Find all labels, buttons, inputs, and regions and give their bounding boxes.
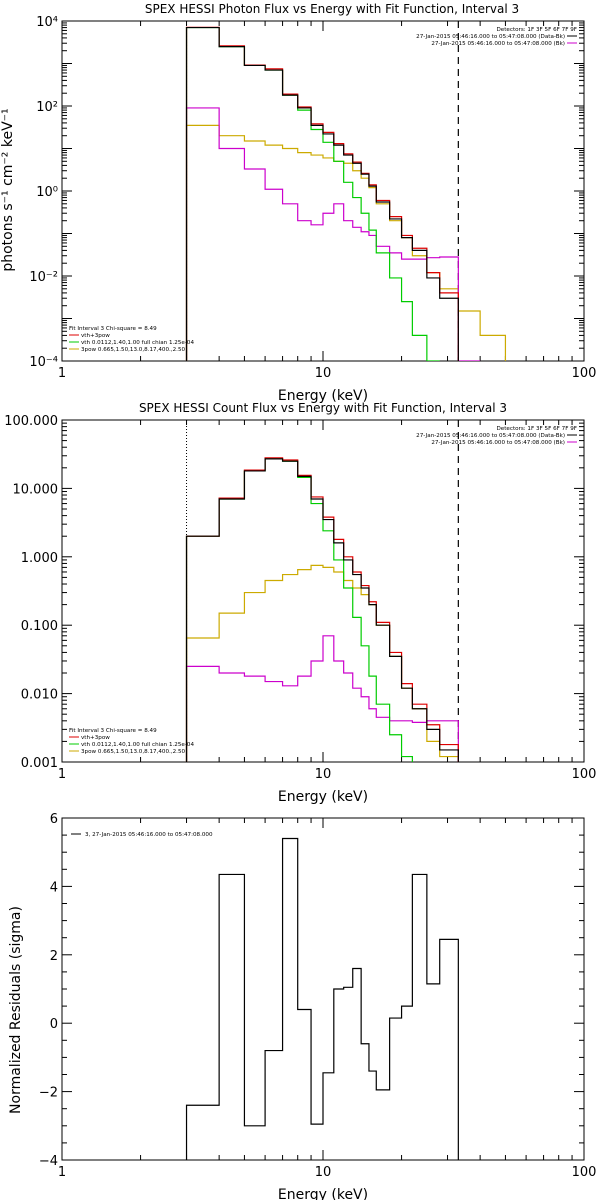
series-0-line [185, 26, 459, 361]
series-0-line [185, 458, 459, 762]
series-layer [185, 837, 459, 1160]
legend-top-text: 27-Jan-2015 05:46:16.000 to 05:47:08.000… [416, 433, 565, 439]
count-flux-panel: SPEX HESSI Count Flux vs Energy with Fit… [4, 401, 596, 805]
legend-bottom-text: Fit Interval 3 Chi-square = 8.49 [69, 326, 157, 332]
count-plot-area: 1 10 100 0.001 0.010 0.100 1.000 10.000 100.000 D… [4, 414, 596, 782]
photon-flux-panel: SPEX HESSI Photon Flux vs Energy with Fi… [0, 2, 596, 404]
legend-bottom-text: vth+3pow [81, 735, 110, 741]
legend-bottom-text: vth+3pow [81, 333, 110, 339]
y-tick-label: 10.000 [13, 482, 59, 497]
legend-top-text: Detectors: 1F 3F 5F 6F 7F 9F [496, 426, 577, 432]
x-tick-label: 10 [315, 767, 332, 782]
series-1-line [185, 107, 481, 361]
y-tick-label: −2 [39, 1086, 58, 1101]
y-tick-label: 10⁻² [29, 270, 58, 285]
residuals-panel: 1 10 100 −4 −2 0 2 4 6 3, 27-Jan-2015 05:46:16.00… [8, 812, 596, 1200]
y-tick-label: 6 [50, 812, 58, 827]
series-4-line [185, 564, 459, 762]
plot-frame [61, 20, 585, 362]
x-tick-label: 100 [572, 366, 597, 381]
y-tick-label: 4 [50, 880, 58, 895]
y-tick-label: 0.100 [21, 619, 58, 634]
residuals-plot-area: 1 10 100 −4 −2 0 2 4 6 3, 27-Jan-2015 05:46:16.00… [39, 812, 597, 1180]
legend-top-text: Detectors: 1F 3F 5F 6F 7F 9F [496, 27, 577, 33]
y-tick-label: 1.000 [21, 551, 58, 566]
photon-x-axis-label: Energy (keV) [278, 388, 368, 404]
series-0-line [185, 837, 459, 1160]
series-3-line [185, 26, 440, 361]
y-tick-label: 0 [50, 1017, 58, 1032]
x-tick-label: 1 [58, 767, 66, 782]
series-layer [185, 21, 507, 361]
legend-bottom-text: vth 0.0112,1.40,1.00 full chian 1.25e-04 [81, 742, 194, 748]
series-layer [185, 420, 459, 762]
y-tick-label: 10⁰ [36, 185, 58, 200]
y-tick-label: 100.000 [4, 414, 58, 429]
y-tick-label: 0.001 [21, 756, 58, 771]
legend-top-text: 27-Jan-2015 05:46:16.000 to 05:47:08.000… [431, 41, 565, 47]
legend-top-text: 27-Jan-2015 05:46:16.000 to 05:47:08.000… [416, 34, 565, 40]
y-tick-label: 10² [36, 100, 58, 115]
legend-text: 3, 27-Jan-2015 05:46:16.000 to 05:47:08.… [85, 832, 213, 838]
x-tick-label: 100 [572, 767, 597, 782]
series-1-line [185, 635, 459, 762]
legend-bottom-text: Fit Interval 3 Chi-square = 8.49 [69, 728, 157, 734]
x-tick-label: 100 [572, 1165, 597, 1180]
count-chart-title: SPEX HESSI Count Flux vs Energy with Fit… [139, 401, 507, 415]
legend-bottom-text: 3pow 0.665,1.50,13.0,8.17,400.,2.50 [81, 347, 186, 353]
x-tick-label: 10 [315, 366, 332, 381]
count-x-axis-label: Energy (keV) [278, 789, 368, 805]
photon-plot-area: 1 10 100 10⁻⁴ 10⁻² 10⁰ 10² 10⁴ Detectors: 1F 3F … [29, 15, 596, 381]
y-tick-label: −4 [39, 1154, 58, 1169]
photon-chart-title: SPEX HESSI Photon Flux vs Energy with Fi… [145, 2, 519, 16]
y-tick-label: 10⁻⁴ [29, 355, 58, 370]
y-tick-label: 0.010 [21, 688, 58, 703]
series-4-line [185, 124, 507, 361]
y-tick-label: 10⁴ [36, 15, 58, 30]
legend-top-text: 27-Jan-2015 05:46:16.000 to 05:47:08.000… [431, 440, 565, 446]
residuals-x-axis-label: Energy (keV) [278, 1187, 368, 1200]
x-tick-label: 10 [315, 1165, 332, 1180]
x-tick-label: 1 [58, 366, 66, 381]
x-tick-label: 1 [58, 1165, 66, 1180]
y-tick-label: 2 [50, 949, 58, 964]
series-2-line [185, 26, 459, 361]
residuals-y-axis-label: Normalized Residuals (sigma) [8, 906, 24, 1114]
legend-bottom-text: 3pow 0.665,1.50,13.0,8.17,400.,2.50 [81, 749, 186, 755]
photon-y-axis-label: photons s⁻¹ cm⁻² keV⁻¹ [0, 108, 16, 271]
legend-bottom-text: vth 0.0112,1.40,1.00 full chian 1.25e-04 [81, 340, 194, 346]
plot-frame [61, 419, 585, 763]
series-3-line [185, 458, 413, 762]
